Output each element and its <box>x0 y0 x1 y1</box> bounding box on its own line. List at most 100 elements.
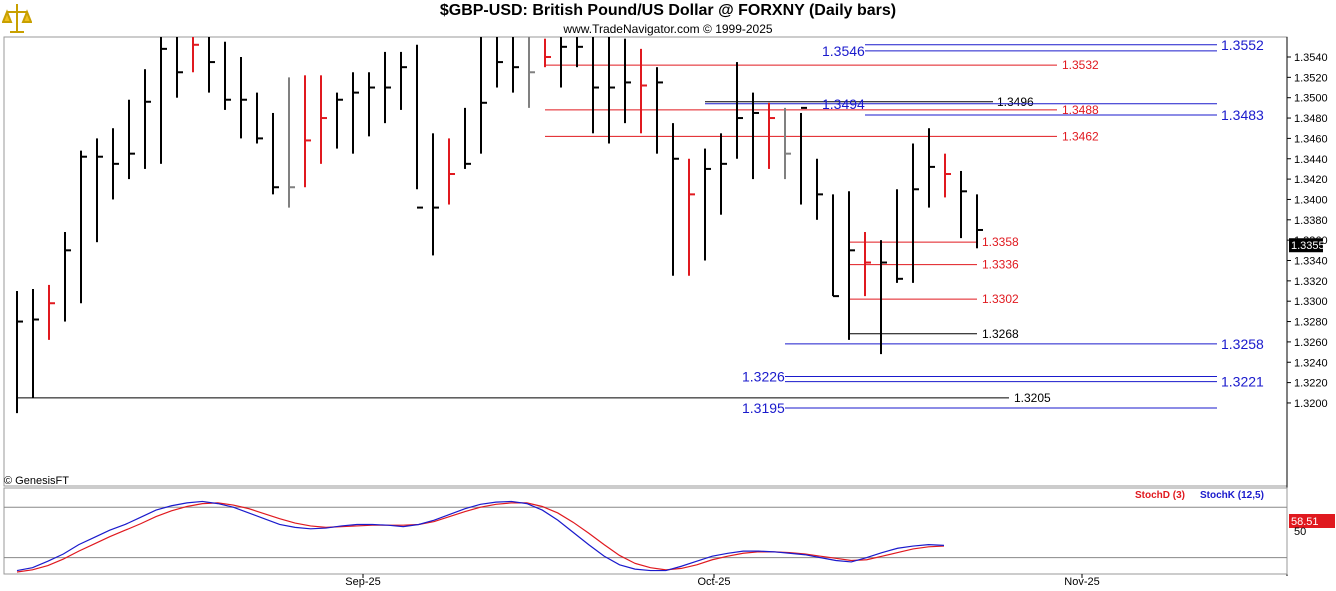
ohlc-bar <box>560 37 567 88</box>
y-tick-label: 1.3260 <box>1294 337 1328 349</box>
ohlc-bar <box>64 232 71 322</box>
ohlc-bar <box>304 75 311 188</box>
level-label: 1.3462 <box>1062 129 1099 143</box>
price-panel <box>3 36 1288 487</box>
ohlc-bar <box>496 37 503 88</box>
price-bars <box>16 37 983 414</box>
ohlc-bar <box>608 37 615 144</box>
y-tick-label: 1.3240 <box>1294 357 1328 369</box>
ohlc-bar <box>144 69 151 169</box>
x-tick-label: Nov-25 <box>1064 576 1099 588</box>
stoch-value-box <box>1289 514 1335 528</box>
watermark: © GenesisFT <box>4 475 69 487</box>
x-tick-label: Sep-25 <box>345 576 380 588</box>
level-label: 1.3483 <box>1221 107 1264 123</box>
y-tick-label: 1.3340 <box>1294 256 1328 268</box>
ohlc-bar <box>400 51 407 110</box>
y-tick-label: 1.3540 <box>1294 52 1328 64</box>
ohlc-bar <box>672 123 679 276</box>
y-tick-label: 1.3500 <box>1294 93 1328 105</box>
ohlc-bar <box>176 37 183 98</box>
ohlc-bar <box>272 112 279 195</box>
ohlc-bar <box>528 37 535 108</box>
ohlc-bar <box>208 37 215 93</box>
ohlc-bar <box>96 138 103 243</box>
last-price-box <box>1289 238 1323 253</box>
ohlc-bar <box>192 37 199 73</box>
y-tick-label: 1.3220 <box>1294 378 1328 390</box>
ohlc-bar <box>976 194 983 249</box>
date-axis: Sep-25 Oct-25 Nov-25 <box>345 574 1100 588</box>
ohlc-bar <box>32 288 39 398</box>
level-label: 1.3358 <box>982 235 1019 249</box>
ohlc-bar <box>848 191 855 340</box>
y-tick-label: 1.3440 <box>1294 154 1328 166</box>
ohlc-bar <box>624 38 631 124</box>
level-label: 1.3532 <box>1062 58 1099 72</box>
ohlc-bar <box>48 284 55 340</box>
ohlc-bar <box>112 128 119 200</box>
level-label: 1.3195 <box>742 400 785 416</box>
ohlc-bar <box>128 99 135 180</box>
ohlc-bar <box>896 189 903 283</box>
ohlc-bar <box>736 62 743 159</box>
ohlc-bar <box>944 153 951 198</box>
stoch-d-line <box>16 502 945 573</box>
y-tick-label: 1.3380 <box>1294 215 1328 227</box>
y-tick-label: 1.3480 <box>1294 113 1328 125</box>
ohlc-bar <box>864 232 871 297</box>
level-label: 1.3258 <box>1221 336 1264 352</box>
trade-navigator-logo <box>1 2 33 34</box>
y-tick-label: 1.3420 <box>1294 174 1328 186</box>
ohlc-bar <box>592 37 599 134</box>
ohlc-bar <box>928 128 935 208</box>
level-label: 1.3546 <box>822 43 865 59</box>
price-plot-area <box>3 36 1288 487</box>
ohlc-bar <box>320 75 327 164</box>
last-price-label: 1.3355 <box>1291 240 1325 252</box>
y-tick-label: 1.3320 <box>1294 276 1328 288</box>
stoch-axis-label: 50 <box>1294 526 1306 538</box>
ohlc-bar <box>464 107 471 169</box>
ohlc-bar <box>368 72 375 137</box>
ohlc-bar <box>752 92 759 180</box>
ohlc-bar <box>384 51 391 124</box>
ohlc-bar <box>816 158 823 220</box>
y-tick-label: 1.3520 <box>1294 72 1328 84</box>
ohlc-bar <box>512 37 519 93</box>
ohlc-bar <box>656 67 663 154</box>
level-label: 1.3268 <box>982 327 1019 341</box>
ohlc-bar <box>80 150 87 304</box>
y-tick-label: 1.3200 <box>1294 398 1328 410</box>
ohlc-bar <box>256 92 263 144</box>
ohlc-bar <box>960 170 967 239</box>
ohlc-bar <box>784 107 791 180</box>
ohlc-bar <box>224 41 231 110</box>
ohlc-bar <box>880 240 887 355</box>
x-tick-label: Oct-25 <box>697 576 730 588</box>
level-label: 1.3205 <box>1014 391 1051 405</box>
y-tick-label: 1.3300 <box>1294 296 1328 308</box>
ohlc-bar <box>688 158 695 276</box>
stoch-k-legend: StochK (12,5) <box>1200 490 1264 501</box>
ohlc-bar <box>640 48 647 134</box>
ohlc-bar <box>720 133 727 215</box>
ohlc-bar <box>448 138 455 205</box>
ohlc-bar <box>432 133 439 256</box>
y-tick-label: 1.3280 <box>1294 317 1328 329</box>
level-label: 1.3226 <box>742 368 785 384</box>
ohlc-bar <box>704 148 711 261</box>
ohlc-bar <box>336 92 343 149</box>
stoch-k-line <box>16 500 945 572</box>
ohlc-bar <box>800 106 807 205</box>
ohlc-bar <box>352 72 359 154</box>
level-label: 1.3221 <box>1221 374 1264 390</box>
stoch-d-legend: StochD (3) <box>1135 490 1185 501</box>
ohlc-bar <box>832 194 839 298</box>
ohlc-bar <box>480 37 487 154</box>
chart-title: $GBP-USD: British Pound/US Dollar @ FORX… <box>439 2 897 19</box>
ohlc-bar <box>544 38 551 68</box>
ohlc-bar <box>160 37 167 164</box>
